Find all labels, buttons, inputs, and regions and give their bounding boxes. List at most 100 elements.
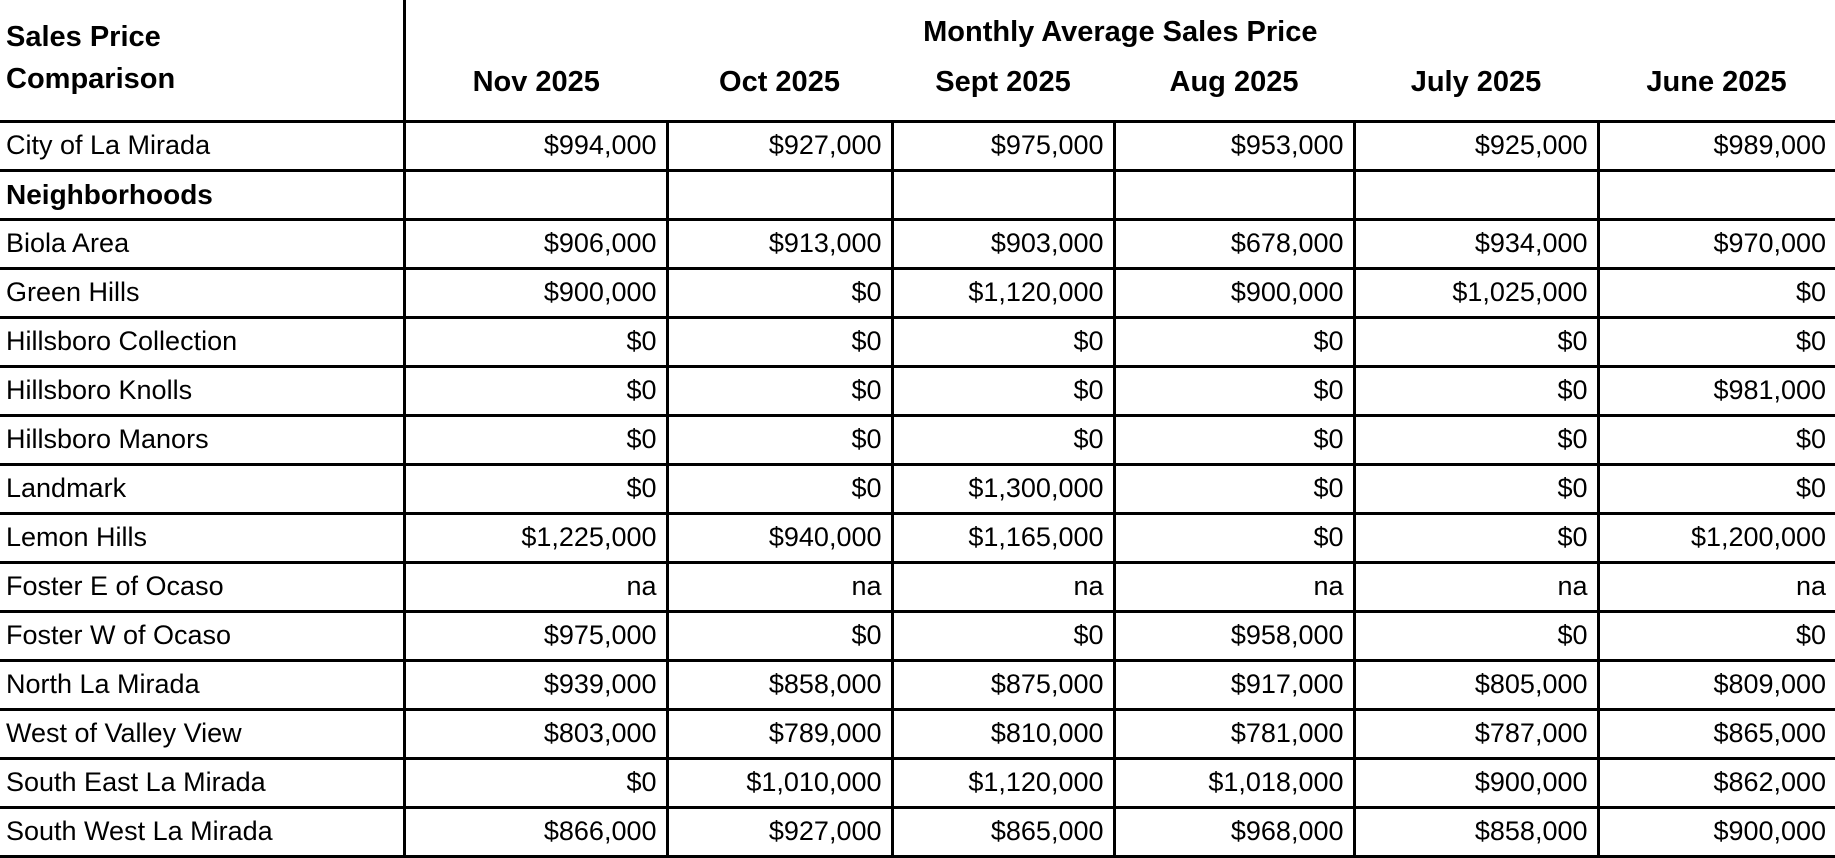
month-header-sept-2025: Sept 2025 [892,56,1114,123]
month-header-june-2025: June 2025 [1598,56,1835,123]
row-label: South West La Mirada [0,805,406,858]
table-row: Landmark $0 $0 $1,300,000 $0 $0 $0 [0,462,1835,515]
value-cell: na [665,560,894,613]
value-cell: $0 [890,315,1116,368]
row-label: Hillsboro Collection [0,315,406,368]
value-cell: $810,000 [890,707,1116,760]
row-label: West of Valley View [0,707,406,760]
month-header-nov-2025: Nov 2025 [404,56,667,123]
value-cell: $1,300,000 [890,462,1116,515]
value-cell: $0 [890,609,1116,662]
value-cell: $0 [1596,462,1835,515]
value-cell: $913,000 [665,217,894,270]
value-cell: $939,000 [402,658,669,711]
table-row: Hillsboro Knolls $0 $0 $0 $0 $0 $981,000 [0,364,1835,417]
value-cell: $1,200,000 [1596,511,1835,564]
value-cell: $865,000 [1596,707,1835,760]
value-cell [1352,168,1600,221]
value-cell: $0 [402,756,669,809]
value-cell: $805,000 [1352,658,1600,711]
value-cell: $906,000 [402,217,669,270]
row-label: Foster W of Ocaso [0,609,406,662]
table-row: Foster E of Ocaso na na na na na na [0,560,1835,613]
value-cell: $981,000 [1596,364,1835,417]
value-cell: $1,165,000 [890,511,1116,564]
value-cell: $809,000 [1596,658,1835,711]
value-cell: $0 [665,364,894,417]
value-cell: $900,000 [1596,805,1835,858]
value-cell: $0 [402,413,669,466]
value-cell: na [1112,560,1356,613]
value-cell: $0 [665,266,894,319]
value-cell: $862,000 [1596,756,1835,809]
table-row: Neighborhoods [0,168,1835,221]
value-cell: $0 [890,364,1116,417]
value-cell: $0 [1112,315,1356,368]
table-row: Foster W of Ocaso $975,000 $0 $0 $958,000 $0 $… [0,609,1835,662]
value-cell: $0 [665,609,894,662]
value-cell: $866,000 [402,805,669,858]
month-header-aug-2025: Aug 2025 [1114,56,1354,123]
value-cell: $970,000 [1596,217,1835,270]
value-cell: $865,000 [890,805,1116,858]
months-row: Nov 2025 Oct 2025 Sept 2025 Aug 2025 July 20… [0,56,1835,123]
value-cell: $0 [1352,315,1600,368]
value-cell: $968,000 [1112,805,1356,858]
value-cell: $0 [1352,462,1600,515]
value-cell: $0 [1112,462,1356,515]
table-row: City of La Mirada $994,000 $927,000 $975,00… [0,119,1835,172]
value-cell: $0 [1596,609,1835,662]
value-cell: $0 [402,364,669,417]
value-cell: $927,000 [665,119,894,172]
value-cell: $1,120,000 [890,756,1116,809]
value-cell: $787,000 [1352,707,1600,760]
value-cell [665,168,894,221]
value-cell: $0 [1352,413,1600,466]
value-cell: $0 [1596,266,1835,319]
value-cell: $858,000 [1352,805,1600,858]
value-cell: $975,000 [890,119,1116,172]
value-cell: $781,000 [1112,707,1356,760]
value-cell: $1,010,000 [665,756,894,809]
value-cell: $0 [1112,413,1356,466]
value-cell: $803,000 [402,707,669,760]
value-cell: $875,000 [890,658,1116,711]
table-row: West of Valley View $803,000 $789,000 $810,… [0,707,1835,760]
corner-title-line2: Comparison [6,62,176,95]
table-row: Lemon Hills $1,225,000 $940,000 $1,165,000 $… [0,511,1835,564]
corner-title-cell: Sales Price Comparison [0,0,406,123]
month-header-july-2025: July 2025 [1354,56,1598,123]
value-cell: $0 [1112,511,1356,564]
table-row: Hillsboro Collection $0 $0 $0 $0 $0 $0 [0,315,1835,368]
value-cell: $0 [1596,413,1835,466]
row-label: Green Hills [0,266,406,319]
value-cell [890,168,1116,221]
value-cell [1112,168,1356,221]
value-cell: $925,000 [1352,119,1600,172]
table-row: Green Hills $900,000 $0 $1,120,000 $900,000 $… [0,266,1835,319]
value-cell: $903,000 [890,217,1116,270]
row-label: City of La Mirada [0,119,406,172]
header-title: Monthly Average Sales Price [923,16,1318,48]
row-label: South East La Mirada [0,756,406,809]
value-cell: $953,000 [1112,119,1356,172]
value-cell: $940,000 [665,511,894,564]
value-cell: $0 [890,413,1116,466]
table-body: City of La Mirada $994,000 $927,000 $975,00… [0,119,1835,858]
value-cell: $917,000 [1112,658,1356,711]
value-cell [1596,168,1835,221]
value-cell: $989,000 [1596,119,1835,172]
value-cell: $0 [1352,609,1600,662]
value-cell: $0 [1352,511,1600,564]
value-cell: $900,000 [402,266,669,319]
value-cell: $1,025,000 [1352,266,1600,319]
value-cell: na [402,560,669,613]
value-cell: $927,000 [665,805,894,858]
table-row: South West La Mirada $866,000 $927,000 $865… [0,805,1835,858]
value-cell: $1,018,000 [1112,756,1356,809]
row-label: Foster E of Ocaso [0,560,406,613]
value-cell: na [890,560,1116,613]
table-row: North La Mirada $939,000 $858,000 $875,000 $… [0,658,1835,711]
value-cell: $994,000 [402,119,669,172]
